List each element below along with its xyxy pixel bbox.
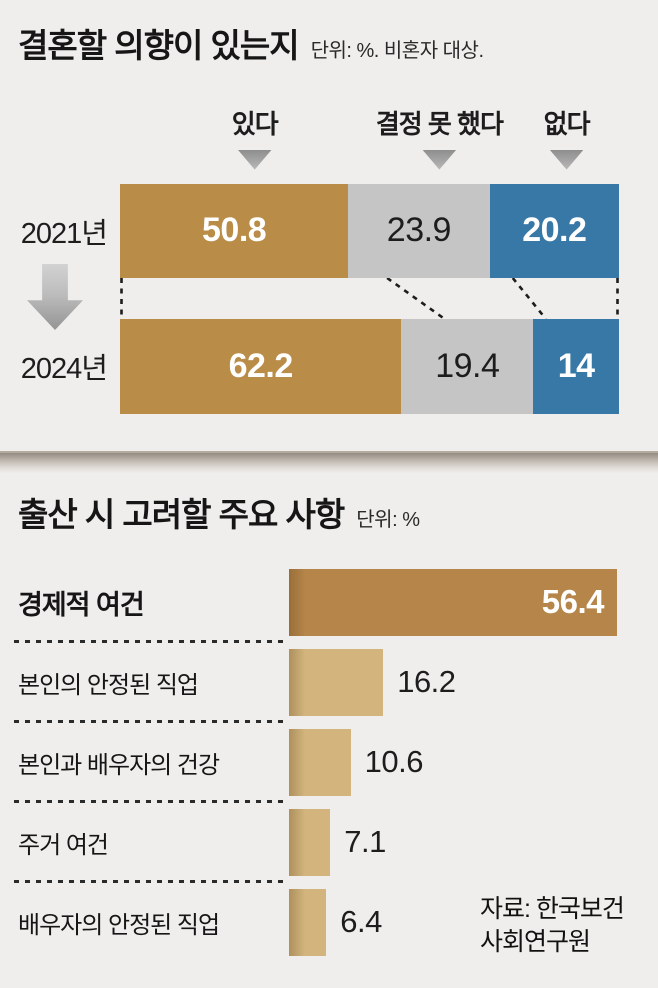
segment-value: 20.2 <box>522 211 587 250</box>
segment-value: 19.4 <box>435 346 500 385</box>
bar-row-economic: 경제적 여건 56.4 <box>14 562 640 644</box>
stacked-bar-2021: 50.8 23.9 20.2 <box>120 183 619 278</box>
bar-row-2021: 2021년 50.8 23.9 20.2 <box>0 183 619 278</box>
segment-value: 62.2 <box>228 346 294 385</box>
row-label: 주거 여건 <box>18 831 109 859</box>
segment-no-2021: 20.2 <box>489 183 619 278</box>
bar-value: 56.4 <box>541 583 605 621</box>
down-triangle-icon <box>549 149 584 170</box>
birth-consideration-chart: 출산 시 고려할 주요 사항 단위: % 경제적 여건 56.4 본인의 안정된… <box>0 473 658 963</box>
stacked-bar-2024: 62.2 19.4 14 <box>120 318 619 414</box>
bar-row-health: 본인과 배우자의 건강 10.6 <box>14 722 640 804</box>
segment-value: 14 <box>557 346 595 385</box>
marriage-intent-chart: 결혼할 의향이 있는지 단위: %. 비혼자 대상. 있다 결정 못 했다 없다… <box>0 0 658 414</box>
birth-chart-unit: 단위: % <box>356 508 420 531</box>
section-divider <box>0 450 658 473</box>
bar-row-spouse-job: 배우자의 안정된 직업 6.4 <box>18 882 640 962</box>
bar-row-housing: 주거 여건 7.1 <box>14 802 640 884</box>
source-note: 자료: 한국보건 사회연구원 <box>480 893 625 958</box>
connector-lines <box>120 277 619 319</box>
source-line-1: 자료: 한국보건 <box>480 895 625 923</box>
row-label: 배우자의 안정된 직업 <box>18 911 220 939</box>
bar-economic: 56.4 <box>289 568 617 636</box>
segment-yes-2024: 62.2 <box>120 318 402 414</box>
bar-value: 7.1 <box>344 824 386 860</box>
year-label-2021: 2021년 <box>20 217 108 250</box>
segment-value: 50.8 <box>202 211 267 250</box>
row-label: 본인과 배우자의 건강 <box>18 751 220 779</box>
marriage-legend: 있다 결정 못 했다 없다 <box>120 104 619 170</box>
source-line-2: 사회연구원 <box>480 927 591 956</box>
down-triangle-icon <box>422 149 457 170</box>
birth-chart-rows: 경제적 여건 56.4 본인의 안정된 직업 16.2 본인과 배우자의 건강 <box>0 562 658 962</box>
bar-spouse-job <box>289 888 327 956</box>
legend-item-undecided: 결정 못 했다 <box>375 104 504 170</box>
marriage-chart-title: 결혼할 의향이 있는지 <box>18 27 300 64</box>
segment-no-2024: 14 <box>533 318 619 414</box>
bar-value: 16.2 <box>397 664 456 700</box>
row-label: 본인의 안정된 직업 <box>18 671 199 699</box>
row-label: 경제적 여건 <box>18 589 145 620</box>
legend-label-no: 없다 <box>543 108 591 139</box>
bar-own-job <box>289 648 384 716</box>
segment-undecided-2021: 23.9 <box>348 183 490 278</box>
legend-item-yes: 있다 <box>231 104 279 170</box>
marriage-chart-header: 결혼할 의향이 있는지 단위: %. 비혼자 대상. <box>0 26 658 66</box>
year-label-2024: 2024년 <box>20 353 108 386</box>
birth-chart-header: 출산 시 고려할 주요 사항 단위: % <box>0 495 658 535</box>
segment-undecided-2024: 19.4 <box>401 318 534 414</box>
bar-row-own-job: 본인의 안정된 직업 16.2 <box>14 642 640 724</box>
legend-item-no: 없다 <box>543 104 591 170</box>
bar-value: 6.4 <box>340 904 382 940</box>
bar-housing <box>289 808 331 876</box>
legend-label-undecided: 결정 못 했다 <box>375 108 504 139</box>
bar-health <box>289 728 351 796</box>
bar-row-2024: 2024년 62.2 19.4 14 <box>0 318 619 414</box>
down-triangle-icon <box>237 149 272 170</box>
segment-value: 23.9 <box>386 211 452 250</box>
connector-band <box>120 277 619 319</box>
bar-value: 10.6 <box>364 744 424 780</box>
segment-yes-2021: 50.8 <box>120 183 349 278</box>
legend-label-yes: 있다 <box>231 108 279 139</box>
marriage-chart-unit: 단위: %. 비혼자 대상. <box>310 40 484 62</box>
birth-chart-title: 출산 시 고려할 주요 사항 <box>18 495 345 533</box>
